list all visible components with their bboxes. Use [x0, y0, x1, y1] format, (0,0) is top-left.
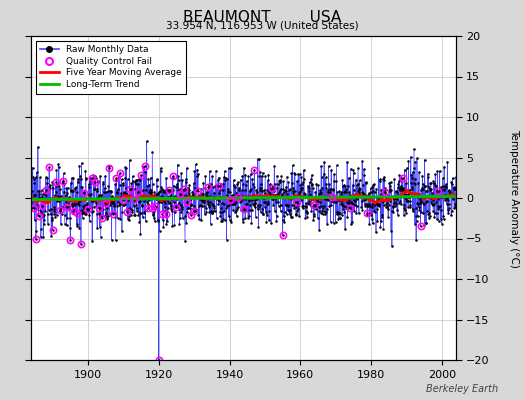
Y-axis label: Temperature Anomaly (°C): Temperature Anomaly (°C) — [509, 128, 519, 268]
Text: 33.954 N, 116.953 W (United States): 33.954 N, 116.953 W (United States) — [166, 20, 358, 30]
Text: Berkeley Earth: Berkeley Earth — [425, 384, 498, 394]
Text: BEAUMONT        USA: BEAUMONT USA — [183, 10, 341, 25]
Legend: Raw Monthly Data, Quality Control Fail, Five Year Moving Average, Long-Term Tren: Raw Monthly Data, Quality Control Fail, … — [36, 40, 186, 94]
